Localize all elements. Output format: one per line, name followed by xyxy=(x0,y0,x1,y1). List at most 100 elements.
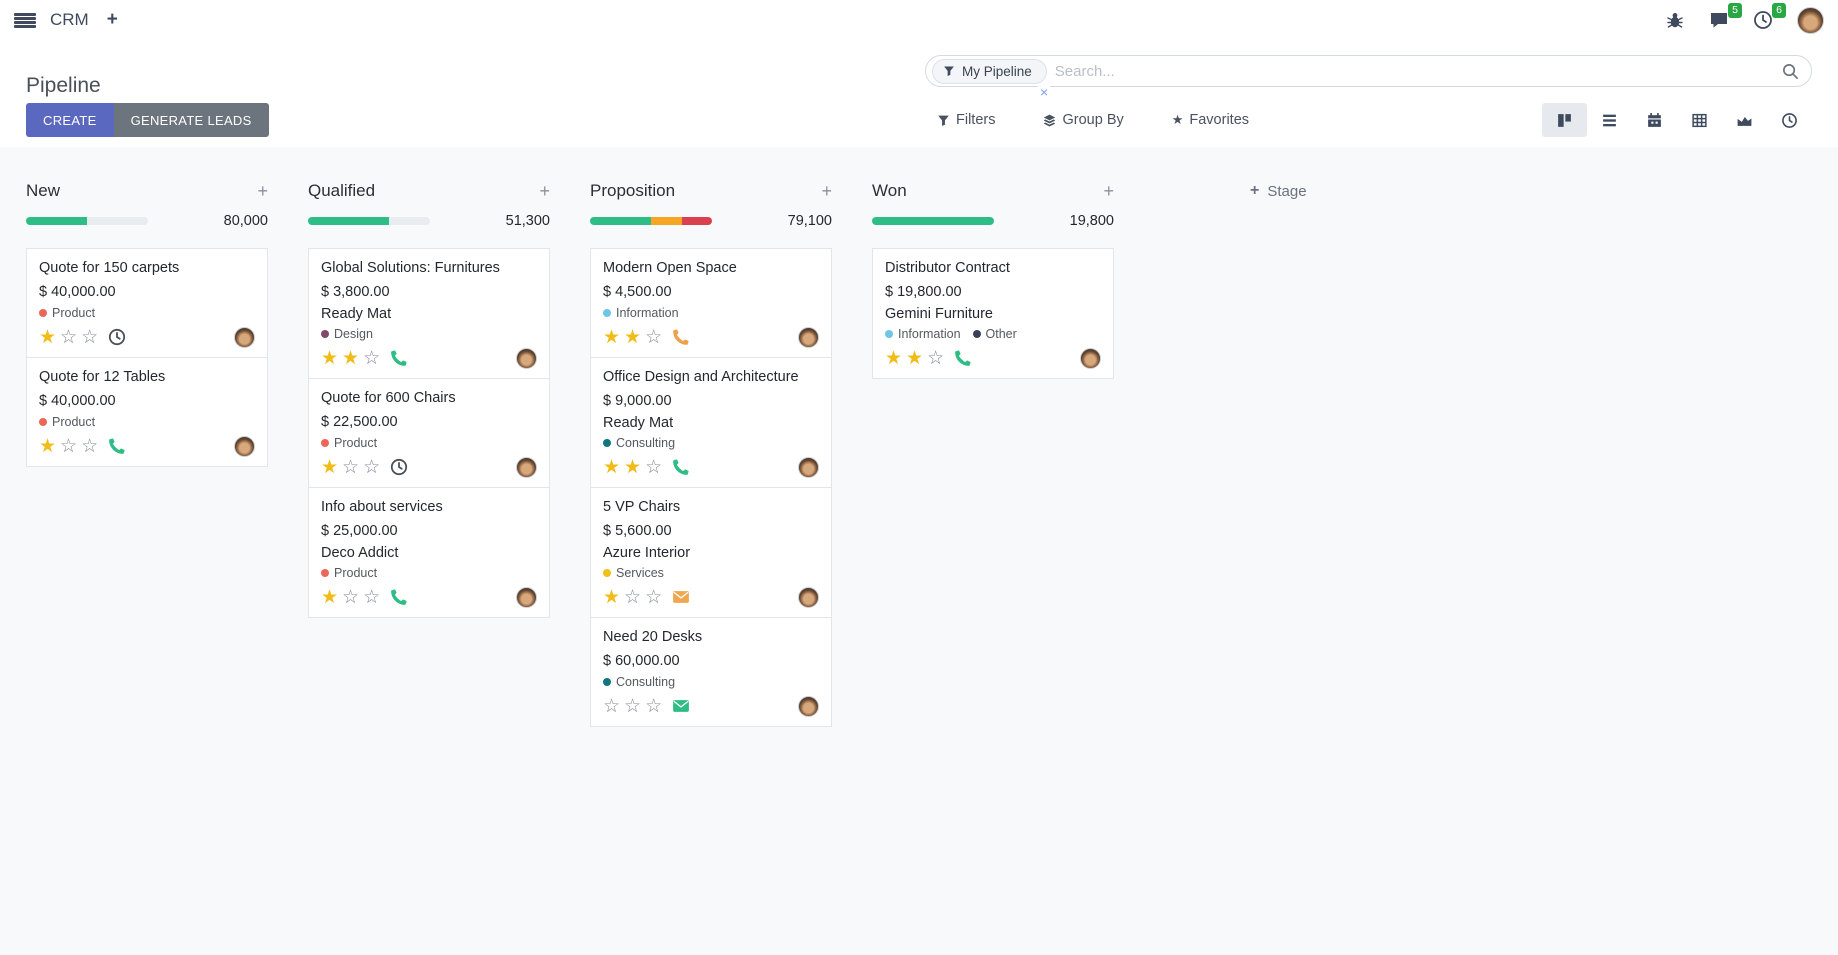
star-empty-icon[interactable]: ☆ xyxy=(645,456,663,478)
clock-activity-icon[interactable] xyxy=(108,328,126,346)
column-add-button[interactable]: + xyxy=(257,181,268,201)
kanban-card[interactable]: Global Solutions: Furnitures $ 3,800.00 … xyxy=(308,248,550,379)
kanban-card[interactable]: Quote for 12 Tables $ 40,000.00 Product … xyxy=(26,357,268,467)
star-filled-icon[interactable]: ★ xyxy=(39,435,57,457)
star-filled-icon[interactable]: ★ xyxy=(885,347,903,369)
star-empty-icon[interactable]: ☆ xyxy=(60,435,78,457)
filter-funnel-icon xyxy=(944,66,954,76)
generate-leads-button[interactable]: GENERATE LEADS xyxy=(113,103,269,137)
group-by-button[interactable]: Group By xyxy=(1043,112,1124,128)
star-filled-icon[interactable]: ★ xyxy=(321,586,339,608)
column-add-button[interactable]: + xyxy=(1103,181,1114,201)
progress-segment[interactable] xyxy=(681,217,712,225)
star-empty-icon[interactable]: ☆ xyxy=(60,326,78,348)
star-filled-icon[interactable]: ★ xyxy=(624,326,642,348)
kanban-view-button[interactable] xyxy=(1542,103,1587,137)
facet-remove-icon[interactable]: × xyxy=(1038,84,1051,100)
user-avatar[interactable] xyxy=(1797,6,1824,34)
column-add-button[interactable]: + xyxy=(821,181,832,201)
search-bar[interactable]: My Pipeline × xyxy=(925,55,1812,99)
kanban-card[interactable]: Office Design and Architecture $ 9,000.0… xyxy=(590,357,832,488)
card-tags: Product xyxy=(321,566,537,580)
create-button[interactable]: CREATE xyxy=(26,103,114,137)
star-empty-icon[interactable]: ☆ xyxy=(363,586,381,608)
kanban-card[interactable]: Distributor Contract $ 19,800.00 Gemini … xyxy=(872,248,1114,379)
star-filled-icon[interactable]: ★ xyxy=(321,347,339,369)
star-empty-icon[interactable]: ☆ xyxy=(342,456,360,478)
salesperson-avatar[interactable] xyxy=(798,456,819,478)
star-empty-icon[interactable]: ☆ xyxy=(645,695,663,717)
calendar-view-button[interactable] xyxy=(1632,103,1677,137)
clock-activity-icon[interactable] xyxy=(390,458,408,476)
kanban-card[interactable]: Need 20 Desks $ 60,000.00 Consulting ☆ ☆ ☆ xyxy=(590,617,832,727)
activities-clock-icon[interactable]: 6 xyxy=(1753,3,1786,30)
phone-activity-icon[interactable] xyxy=(672,328,690,346)
star-empty-icon[interactable]: ☆ xyxy=(81,435,99,457)
salesperson-avatar[interactable] xyxy=(1080,347,1101,369)
salesperson-avatar[interactable] xyxy=(234,326,255,348)
kanban-card[interactable]: Quote for 600 Chairs $ 22,500.00 Product… xyxy=(308,378,550,488)
kanban-card[interactable]: Modern Open Space $ 4,500.00 Information… xyxy=(590,248,832,358)
phone-activity-icon[interactable] xyxy=(672,458,690,476)
search-input[interactable] xyxy=(1054,62,1782,80)
star-filled-icon[interactable]: ★ xyxy=(603,326,621,348)
star-empty-icon[interactable]: ☆ xyxy=(645,326,663,348)
progress-segment[interactable] xyxy=(651,217,682,225)
kanban-card[interactable]: 5 VP Chairs $ 5,600.00 Azure Interior Se… xyxy=(590,487,832,618)
kanban-card[interactable]: Info about services $ 25,000.00 Deco Add… xyxy=(308,487,550,618)
star-empty-icon[interactable]: ☆ xyxy=(603,695,621,717)
filters-button[interactable]: Filters xyxy=(937,112,995,128)
salesperson-avatar[interactable] xyxy=(234,435,255,457)
phone-activity-icon[interactable] xyxy=(954,349,972,367)
star-empty-icon[interactable]: ☆ xyxy=(363,456,381,478)
phone-activity-icon[interactable] xyxy=(108,437,126,455)
star-empty-icon[interactable]: ☆ xyxy=(645,586,663,608)
progress-segment[interactable] xyxy=(590,217,651,225)
star-filled-icon[interactable]: ★ xyxy=(624,456,642,478)
salesperson-avatar[interactable] xyxy=(798,586,819,608)
column-add-button[interactable]: + xyxy=(539,181,550,201)
progress-segment[interactable] xyxy=(26,217,87,225)
salesperson-avatar[interactable] xyxy=(798,326,819,348)
phone-activity-icon[interactable] xyxy=(390,349,408,367)
salesperson-avatar[interactable] xyxy=(516,456,537,478)
graph-view-button[interactable] xyxy=(1722,103,1767,137)
phone-activity-icon[interactable] xyxy=(390,588,408,606)
favorites-button[interactable]: ★ Favorites xyxy=(1172,112,1249,128)
pivot-view-button[interactable] xyxy=(1677,103,1722,137)
search-icon[interactable] xyxy=(1782,63,1799,80)
column-progressbar[interactable] xyxy=(26,217,148,225)
envelope-activity-icon[interactable] xyxy=(672,697,690,715)
app-name[interactable]: CRM xyxy=(50,10,89,29)
messages-icon[interactable]: 5 xyxy=(1709,3,1742,30)
debug-bug-icon[interactable] xyxy=(1665,10,1685,30)
star-empty-icon[interactable]: ☆ xyxy=(81,326,99,348)
progress-segment[interactable] xyxy=(308,217,389,225)
apps-menu-icon[interactable] xyxy=(14,12,36,28)
list-view-button[interactable] xyxy=(1587,103,1632,137)
star-empty-icon[interactable]: ☆ xyxy=(927,347,945,369)
column-progressbar[interactable] xyxy=(308,217,430,225)
envelope-activity-icon[interactable] xyxy=(672,588,690,606)
star-filled-icon[interactable]: ★ xyxy=(603,456,621,478)
star-empty-icon[interactable]: ☆ xyxy=(624,695,642,717)
salesperson-avatar[interactable] xyxy=(516,347,537,369)
star-filled-icon[interactable]: ★ xyxy=(39,326,57,348)
star-filled-icon[interactable]: ★ xyxy=(342,347,360,369)
kanban-card[interactable]: Quote for 150 carpets $ 40,000.00 Produc… xyxy=(26,248,268,358)
star-filled-icon[interactable]: ★ xyxy=(603,586,621,608)
star-empty-icon[interactable]: ☆ xyxy=(363,347,381,369)
star-filled-icon[interactable]: ★ xyxy=(321,456,339,478)
column-progressbar[interactable] xyxy=(872,217,994,225)
salesperson-avatar[interactable] xyxy=(798,695,819,717)
salesperson-avatar[interactable] xyxy=(516,586,537,608)
column-progressbar[interactable] xyxy=(590,217,712,225)
activity-view-button[interactable] xyxy=(1767,103,1812,137)
star-empty-icon[interactable]: ☆ xyxy=(624,586,642,608)
add-stage-button[interactable]: + Stage xyxy=(1250,182,1307,200)
quick-add-icon[interactable]: + xyxy=(106,9,118,30)
progress-segment[interactable] xyxy=(872,217,994,225)
star-empty-icon[interactable]: ☆ xyxy=(342,586,360,608)
star-filled-icon[interactable]: ★ xyxy=(906,347,924,369)
search-facet-my-pipeline[interactable]: My Pipeline xyxy=(932,58,1047,84)
